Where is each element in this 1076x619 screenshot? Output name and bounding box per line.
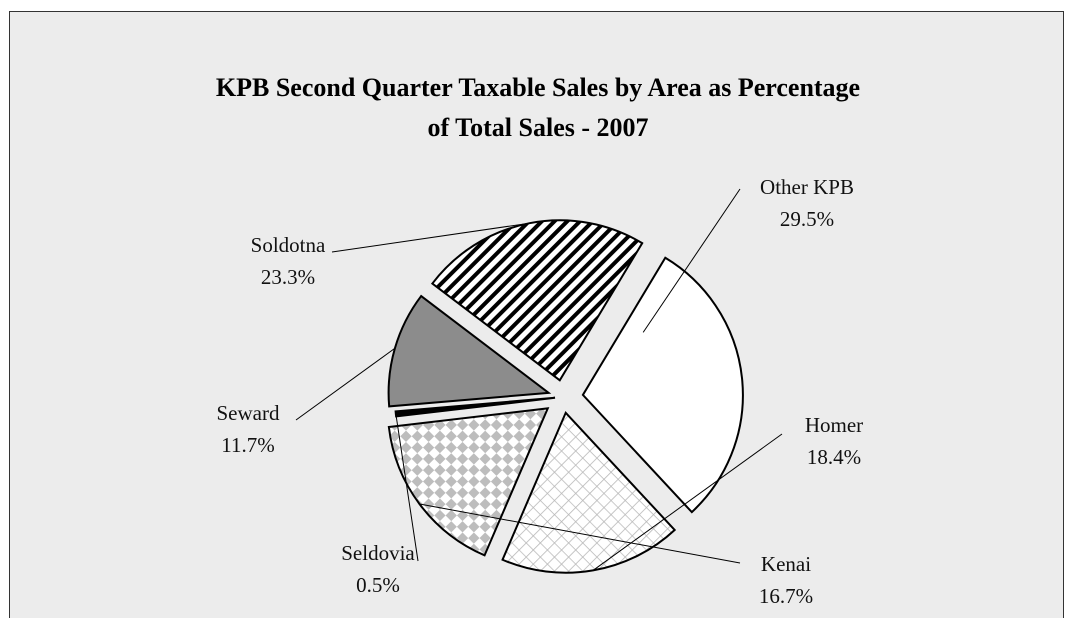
slice-value-soldotna: 23.3% [261,265,315,289]
slice-name-soldotna: Soldotna [251,233,326,257]
pie-chart: KPB Second Quarter Taxable Sales by Area… [216,73,864,608]
slice-name-seward: Seward [217,401,280,425]
pie-slices [387,219,744,574]
slice-name-homer: Homer [805,413,863,437]
chart-title-line-1: KPB Second Quarter Taxable Sales by Area… [216,73,860,102]
leader-line-seldovia [395,413,419,562]
leader-line-other-kpb [642,188,741,333]
leader-line-homer [592,433,783,571]
pie-slice-seward [387,294,552,408]
slice-value-seldovia: 0.5% [356,573,400,597]
slice-name-other-kpb: Other KPB [760,175,854,199]
chart-title: KPB Second Quarter Taxable Sales by Area… [216,73,860,142]
slice-value-seward: 11.7% [221,433,274,457]
slice-labels: Other KPB 29.5% Homer 18.4% Kenai 16.7% Seldov… [217,175,864,608]
pie-slice-homer [501,410,677,574]
leader-line-soldotna [331,222,530,253]
leader-lines [295,188,783,571]
pie-slice-kenai [387,407,550,557]
leader-line-kenai [419,503,741,564]
slice-value-other-kpb: 29.5% [780,207,834,231]
slice-name-seldovia: Seldovia [341,541,415,565]
leader-line-seward [295,347,396,421]
slice-value-kenai: 16.7% [759,584,813,608]
pie-slice-other-kpb [581,256,744,514]
chart-area: KPB Second Quarter Taxable Sales by Area… [9,11,1064,618]
pie-slice-soldotna [430,219,644,382]
slice-value-homer: 18.4% [807,445,861,469]
chart-title-line-2: of Total Sales - 2007 [427,113,648,142]
slice-name-kenai: Kenai [761,552,811,576]
